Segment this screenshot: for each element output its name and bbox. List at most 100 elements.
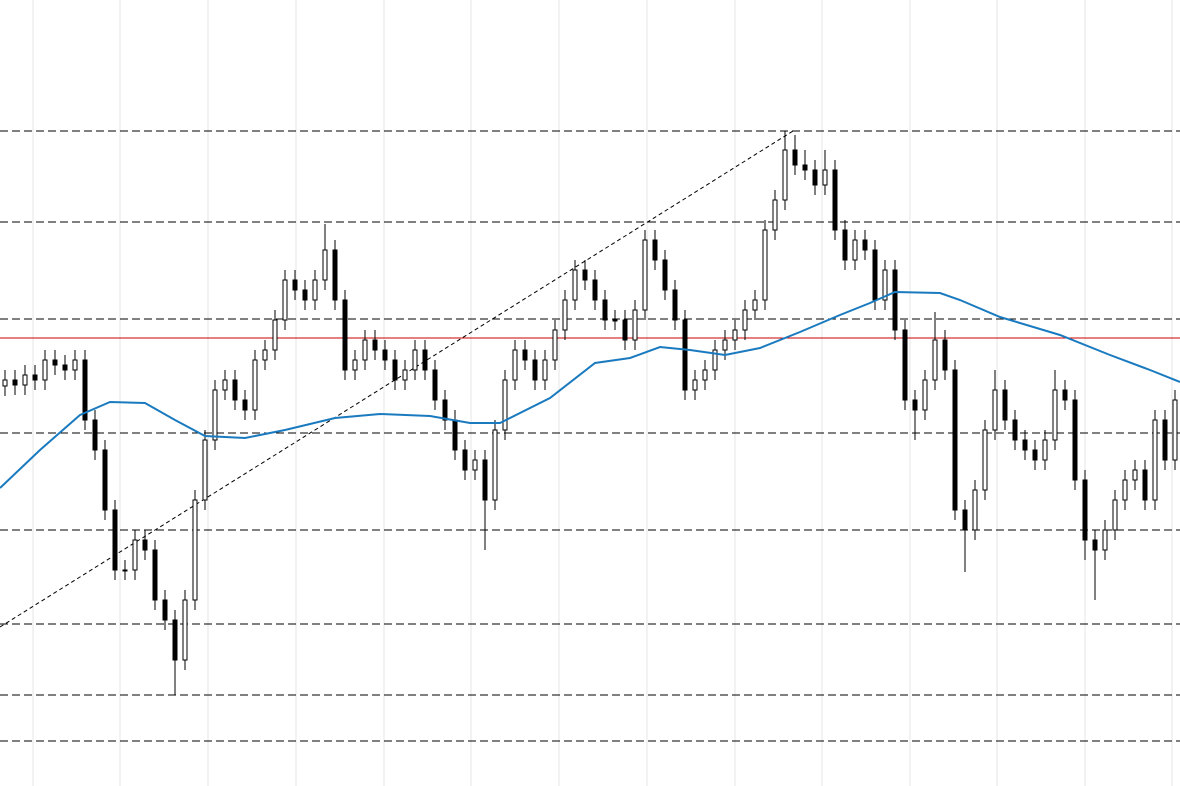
candle-body bbox=[962, 509, 968, 531]
candle-body bbox=[1092, 539, 1098, 551]
candle-body bbox=[1122, 479, 1128, 501]
candle-body bbox=[1032, 449, 1038, 461]
candle-body bbox=[642, 239, 648, 311]
candle-body bbox=[132, 539, 138, 571]
candle-body bbox=[662, 259, 668, 291]
candle-body bbox=[142, 539, 148, 551]
candle-body bbox=[592, 279, 598, 301]
candle-body bbox=[942, 339, 948, 371]
candle-body bbox=[672, 289, 678, 321]
candle-body bbox=[622, 319, 628, 341]
candle-body bbox=[182, 599, 188, 661]
candle-body bbox=[1142, 469, 1148, 501]
candle-body bbox=[512, 349, 518, 381]
candle-body bbox=[452, 419, 458, 451]
candle-body bbox=[102, 449, 108, 511]
candle-body bbox=[312, 279, 318, 301]
candle-body bbox=[82, 359, 88, 421]
candle-body bbox=[122, 569, 128, 572]
candle-body bbox=[772, 199, 778, 231]
candle-body bbox=[172, 619, 178, 661]
moving-average bbox=[0, 290, 1180, 489]
candle-body bbox=[262, 349, 268, 361]
candle-body bbox=[912, 399, 918, 411]
candle-body bbox=[392, 359, 398, 381]
candle-body bbox=[22, 374, 28, 386]
candle-body bbox=[542, 359, 548, 381]
candle-body bbox=[692, 379, 698, 391]
candle-body bbox=[652, 239, 658, 261]
candle-body bbox=[902, 329, 908, 401]
candle-body bbox=[762, 229, 768, 301]
candle-body bbox=[432, 369, 438, 401]
candle-body bbox=[222, 379, 228, 391]
candle-body bbox=[562, 299, 568, 331]
candle-body bbox=[862, 239, 868, 251]
candle-body bbox=[302, 289, 308, 301]
candle-body bbox=[1022, 439, 1028, 451]
candle-body bbox=[1052, 389, 1058, 441]
candle-body bbox=[1042, 439, 1048, 461]
candle-body bbox=[472, 459, 478, 471]
candle-body bbox=[342, 299, 348, 371]
candle-body bbox=[572, 269, 578, 301]
trendline bbox=[0, 130, 794, 628]
candle-body bbox=[852, 239, 858, 261]
candle-body bbox=[332, 249, 338, 301]
candle-body bbox=[292, 279, 298, 291]
candle-body bbox=[482, 459, 488, 501]
candle-body bbox=[892, 269, 898, 331]
candle-body bbox=[552, 329, 558, 361]
candle-body bbox=[522, 349, 528, 361]
candle-body bbox=[842, 229, 848, 261]
candle-body bbox=[502, 379, 508, 431]
candle-body bbox=[92, 419, 98, 451]
candle-body bbox=[792, 149, 798, 166]
candle-body bbox=[422, 349, 428, 371]
candle-body bbox=[992, 389, 998, 431]
candle-body bbox=[1012, 419, 1018, 441]
candle-body bbox=[822, 169, 828, 186]
candle-body bbox=[982, 429, 988, 491]
candle-body bbox=[782, 149, 788, 201]
candle-body bbox=[752, 299, 758, 311]
candle-body bbox=[632, 309, 638, 341]
candle-body bbox=[412, 349, 418, 371]
candle-body bbox=[882, 269, 888, 301]
candle-body bbox=[12, 379, 18, 386]
candle-body bbox=[582, 269, 588, 281]
candle-body bbox=[932, 339, 938, 381]
candle-body bbox=[872, 249, 878, 301]
candle-body bbox=[532, 359, 538, 381]
candle-body bbox=[442, 399, 448, 421]
candle-body bbox=[1102, 529, 1108, 551]
candle-body bbox=[802, 164, 808, 171]
candle-body bbox=[402, 369, 408, 381]
candle-body bbox=[202, 439, 208, 501]
candle-body bbox=[352, 359, 358, 371]
candle-body bbox=[702, 369, 708, 381]
candle-body bbox=[462, 449, 468, 471]
candle-body bbox=[72, 359, 78, 371]
candle-body bbox=[162, 599, 168, 621]
candle-body bbox=[212, 389, 218, 441]
candle-body bbox=[1002, 389, 1008, 421]
candle-body bbox=[112, 509, 118, 571]
candle-body bbox=[372, 339, 378, 351]
candle-body bbox=[232, 379, 238, 401]
candle-body bbox=[362, 339, 368, 361]
candle-body bbox=[1132, 469, 1138, 481]
candle-body bbox=[712, 349, 718, 371]
candle-body bbox=[52, 359, 58, 366]
candle-body bbox=[952, 369, 958, 511]
candle-body bbox=[1082, 479, 1088, 541]
candle-body bbox=[602, 299, 608, 321]
candle-body bbox=[382, 349, 388, 361]
candle-body bbox=[152, 549, 158, 601]
candle-body bbox=[1172, 399, 1178, 461]
candle-body bbox=[272, 319, 278, 351]
candle-body bbox=[252, 359, 258, 411]
candle-body bbox=[322, 249, 328, 281]
